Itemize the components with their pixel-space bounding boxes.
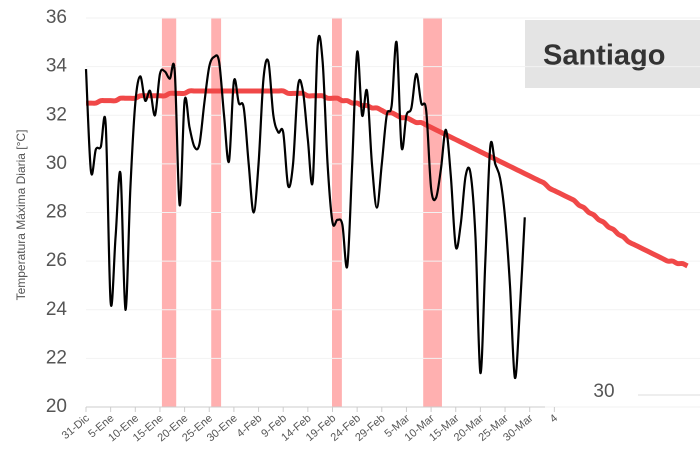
series-line (84, 35, 526, 379)
y-tick-label: 34 (46, 56, 68, 77)
y-tick-label: 26 (46, 250, 67, 271)
y-tick-label: 20 (46, 396, 67, 417)
x-tick-label: 4-Feb (235, 412, 265, 440)
y-tick-label: 22 (46, 347, 67, 368)
x-tick-label: 4 (548, 412, 560, 425)
y-tick-label: 36 (46, 7, 67, 28)
y-tick-label: 32 (46, 104, 67, 125)
y-tick-label: 24 (46, 299, 68, 320)
y-axis-title: Temperatura Máxima Diaria [°C] (14, 130, 28, 301)
y-tick-label: 30 (46, 153, 67, 174)
location-box (525, 20, 700, 88)
inset-tick-label: 30 (593, 381, 614, 402)
y-tick-label: 28 (46, 202, 67, 223)
